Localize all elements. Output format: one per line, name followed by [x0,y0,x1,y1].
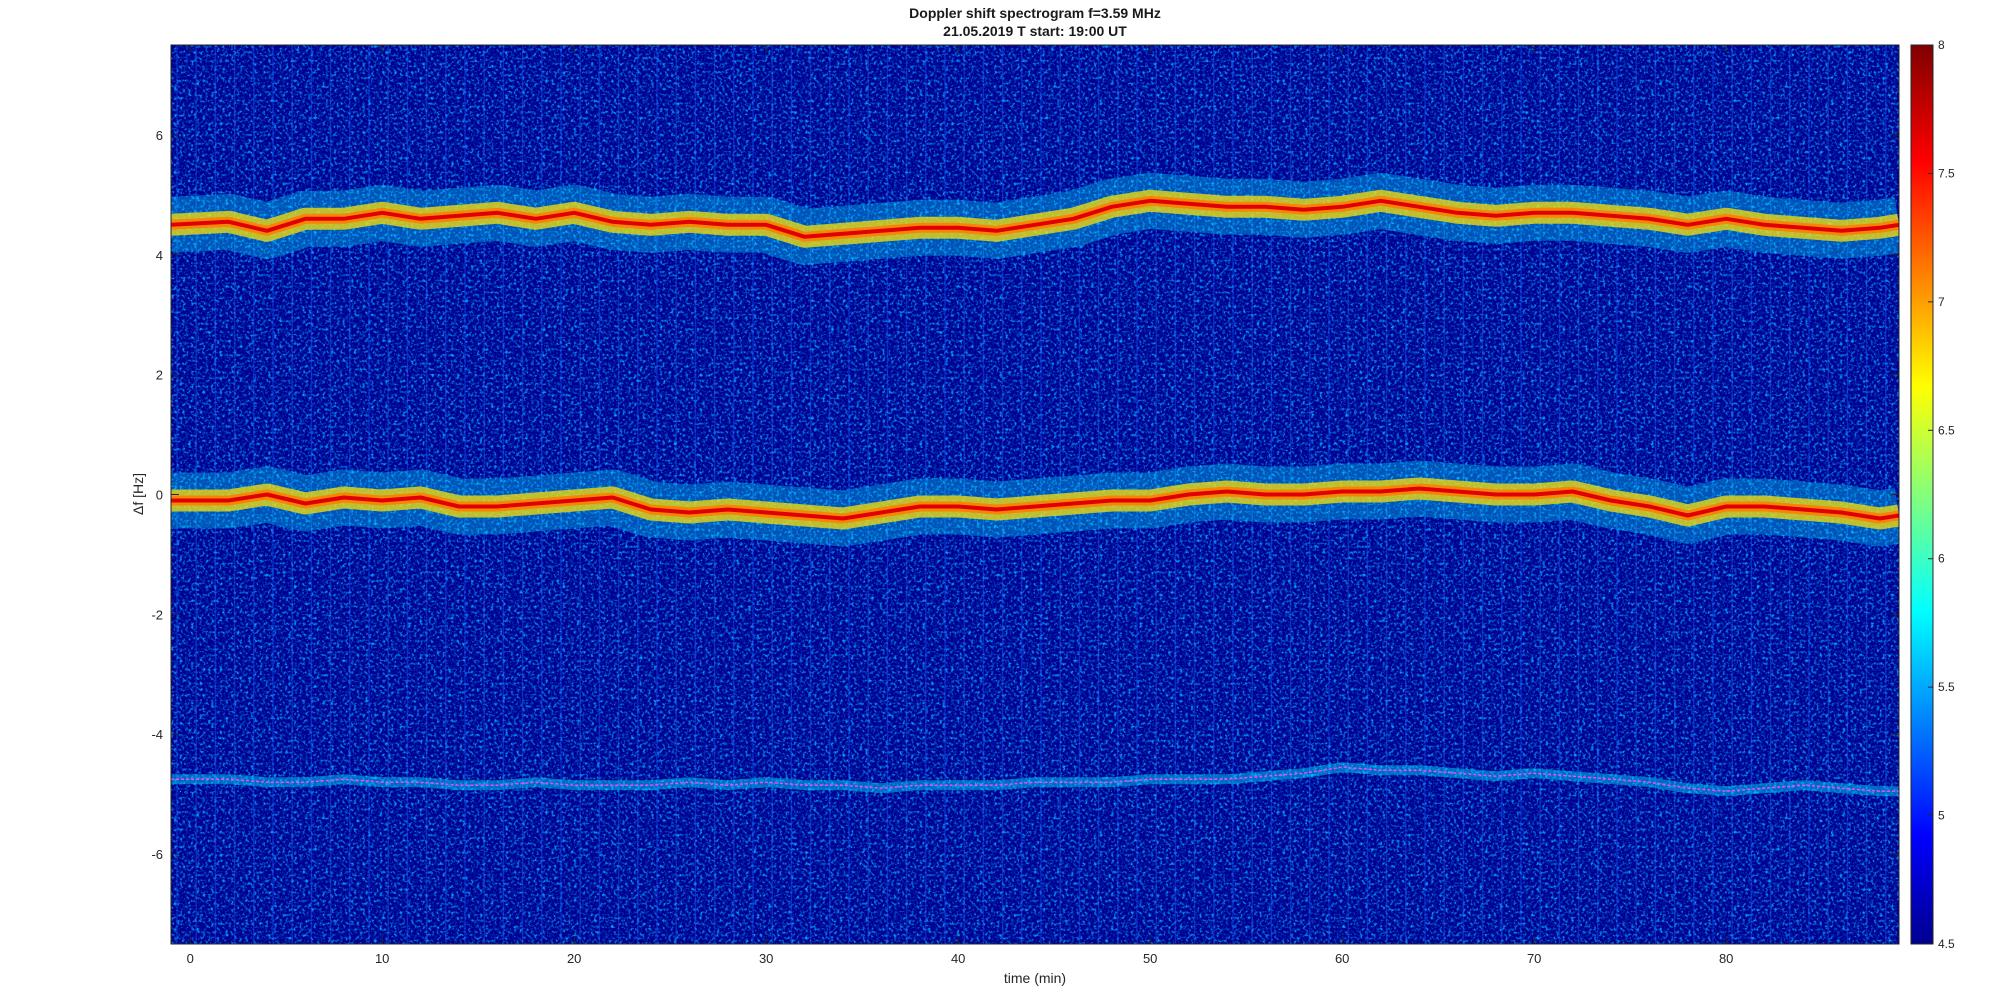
trace-2-core [171,486,1899,521]
colorbar-tick-label: 6.5 [1938,423,1955,437]
y-tick-label: 2 [156,368,163,383]
colorbar-tick-label: 5 [1938,809,1945,823]
x-tick-label: 50 [1143,951,1157,966]
x-tick-label: 20 [567,951,581,966]
trace-1-core [171,198,1899,239]
spectral-traces [171,172,1899,797]
x-tick-label: 0 [187,951,194,966]
colorbar-tick-label: 8 [1938,38,1945,52]
y-tick-label: -4 [151,727,163,742]
y-tick-label: -2 [151,607,163,622]
colorbar-ticks: 4.5 5 5.5 6 6.5 7 7.5 8 [1928,38,1955,951]
x-axis: 0 10 20 30 40 50 60 70 80 [187,45,1733,966]
chart-title-line-2: 21.05.2019 T start: 19:00 UT [943,23,1127,39]
y-tick-label: 6 [156,128,163,143]
x-tick-label: 10 [375,951,389,966]
x-tick-label: 40 [951,951,965,966]
x-tick-label: 60 [1335,951,1349,966]
colorbar-tick-label: 7 [1938,295,1945,309]
y-axis-label: Δf [Hz] [130,473,146,515]
y-tick-label: 0 [156,488,163,503]
colorbar-tick-label: 6 [1938,552,1945,566]
y-tick-label: 4 [156,248,163,263]
x-tick-label: 30 [759,951,773,966]
x-tick-label: 80 [1719,951,1733,966]
x-axis-label: time (min) [1004,970,1066,986]
y-axis: -6 -4 -2 0 2 4 6 [151,128,1899,862]
x-tick-label: 70 [1527,951,1541,966]
chart-title-line-1: Doppler shift spectrogram f=3.59 MHz [909,5,1161,21]
trace-3-line [171,766,1899,792]
plot-area [171,45,1899,944]
colorbar-tick-label: 4.5 [1938,937,1955,951]
colorbar [1910,44,1934,945]
y-tick-label: -6 [151,847,163,862]
colorbar-tick-label: 7.5 [1938,166,1955,180]
colorbar-tick-label: 5.5 [1938,680,1955,694]
